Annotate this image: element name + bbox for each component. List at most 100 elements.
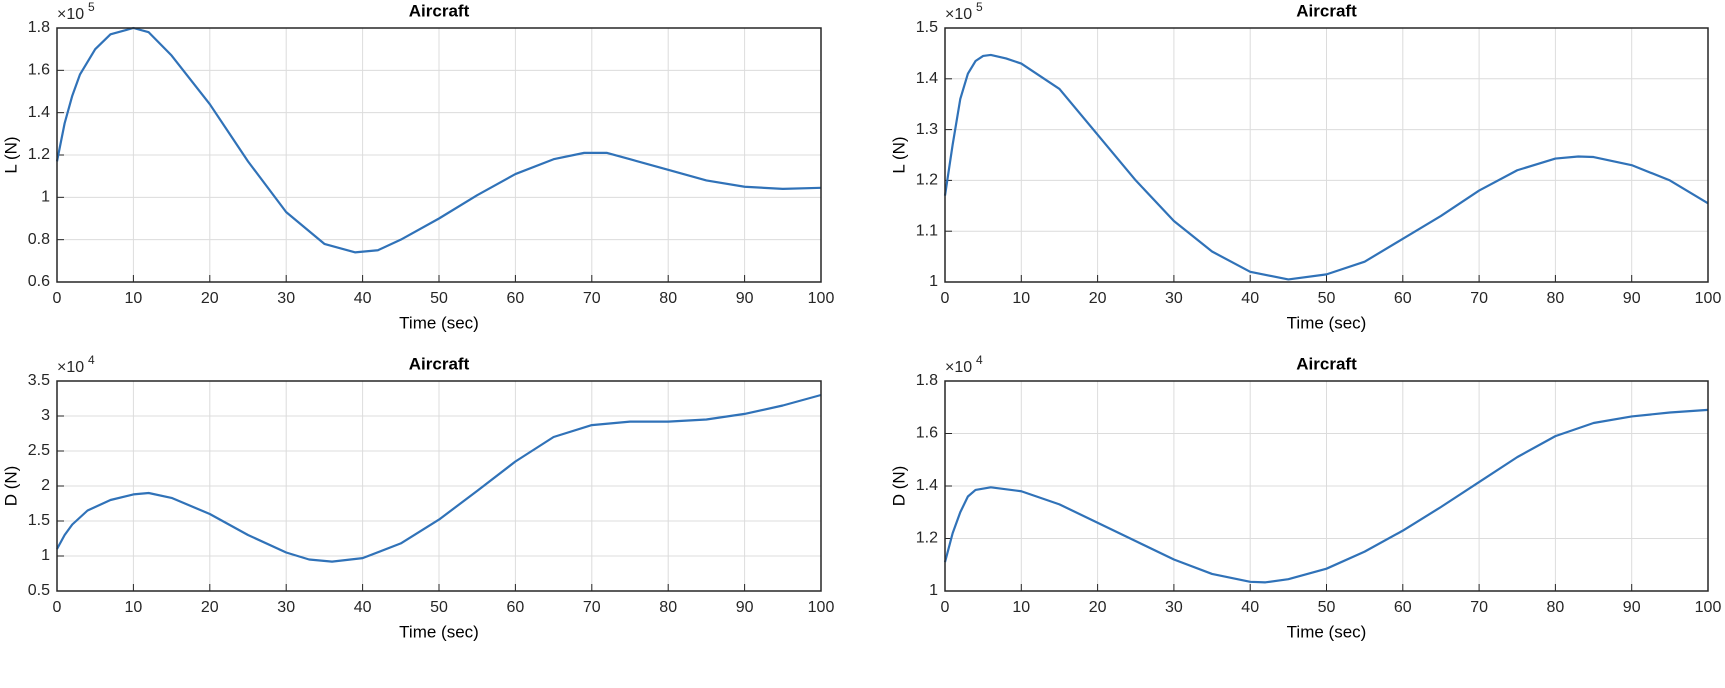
x-tick-label: 90 (736, 599, 754, 616)
x-tick-label: 70 (1470, 599, 1488, 616)
y-tick-label: 1 (41, 547, 50, 564)
x-tick-label: 50 (430, 290, 448, 307)
x-tick-label: 20 (201, 599, 219, 616)
x-tick-label: 80 (1547, 599, 1565, 616)
x-tick-label: 30 (277, 290, 295, 307)
chart-title: Aircraft (409, 354, 470, 373)
axes-box (944, 27, 1709, 283)
x-tick-label: 100 (808, 290, 835, 307)
data-line (56, 393, 822, 563)
y-tick-label: 1.1 (916, 222, 938, 239)
subplot: 0 10 20 30 40 50 60 70 80 90 100 0.5 1 1.5 2 2.5 3 3.5 Air… (1, 353, 834, 641)
x-axis-label: Time (sec) (399, 313, 479, 332)
x-tick-label: 40 (1241, 290, 1259, 307)
x-tick-label: 20 (1089, 599, 1107, 616)
x-tick-label: 20 (1089, 290, 1107, 307)
x-tick-label: 70 (583, 599, 601, 616)
y-tick-label: 0.8 (28, 231, 50, 248)
y-tick-label: 1 (929, 582, 938, 599)
x-tick-label: 80 (1547, 290, 1565, 307)
y-tick-label: 3 (41, 407, 50, 424)
y-tick-label: 1.8 (916, 372, 938, 389)
x-tick-label: 40 (354, 599, 372, 616)
y-tick-label: 1.5 (916, 19, 938, 36)
data-line (55, 26, 822, 254)
y-tick-label: 1.8 (28, 19, 50, 36)
y-tick-label: 0.6 (28, 273, 50, 290)
x-tick-label: 50 (1318, 599, 1336, 616)
x-tick-label: 0 (53, 599, 62, 616)
x-tick-label: 60 (507, 599, 525, 616)
y-tick-label: 1.2 (916, 530, 938, 547)
x-tick-label: 100 (1695, 290, 1722, 307)
y-tick-label: 1.4 (28, 104, 50, 121)
y-multiplier: ×10 (57, 359, 84, 376)
y-exponent: 4 (976, 353, 983, 367)
y-tick-label: 1 (929, 273, 938, 290)
y-tick-label: 1.6 (28, 62, 50, 79)
x-tick-label: 20 (201, 290, 219, 307)
x-tick-label: 0 (53, 290, 62, 307)
x-tick-label: 30 (1165, 599, 1183, 616)
x-tick-label: 10 (1012, 290, 1030, 307)
y-multiplier: ×10 (945, 359, 972, 376)
y-axis-label: L (N) (889, 136, 908, 173)
y-tick-label: 1.4 (916, 70, 938, 87)
x-tick-label: 40 (1241, 599, 1259, 616)
data-line (943, 408, 1709, 584)
x-tick-label: 80 (659, 599, 677, 616)
y-axis-label: D (N) (1, 466, 20, 507)
x-tick-label: 60 (1394, 290, 1412, 307)
x-tick-label: 60 (507, 290, 525, 307)
x-tick-label: 40 (354, 290, 372, 307)
chart-title: Aircraft (1296, 354, 1357, 373)
x-axis-label: Time (sec) (1287, 622, 1367, 641)
subplot: 0 10 20 30 40 50 60 70 80 90 100 1 1.1 1.2 1.3 1.4 1.5 Ai… (889, 0, 1721, 332)
x-tick-label: 10 (125, 599, 143, 616)
x-tick-label: 0 (941, 290, 950, 307)
chart-title: Aircraft (1296, 1, 1357, 20)
y-tick-label: 1.2 (28, 146, 50, 163)
y-exponent: 5 (88, 0, 95, 14)
y-tick-label: 1.5 (28, 512, 50, 529)
y-tick-label: 2 (41, 477, 50, 494)
x-tick-label: 100 (1695, 599, 1722, 616)
x-tick-label: 10 (125, 290, 143, 307)
x-tick-label: 100 (808, 599, 835, 616)
y-multiplier: ×10 (57, 6, 84, 23)
x-tick-label: 0 (941, 599, 950, 616)
y-tick-label: 1.4 (916, 477, 938, 494)
y-tick-label: 1.2 (916, 172, 938, 189)
y-tick-label: 3.5 (28, 372, 50, 389)
x-tick-label: 90 (736, 290, 754, 307)
y-tick-label: 1 (41, 189, 50, 206)
y-tick-label: 1.3 (916, 121, 938, 138)
y-exponent: 4 (88, 353, 95, 367)
x-tick-label: 50 (430, 599, 448, 616)
y-tick-label: 1.6 (916, 425, 938, 442)
axes-box (944, 380, 1709, 592)
x-tick-label: 30 (277, 599, 295, 616)
x-tick-label: 70 (583, 290, 601, 307)
y-axis-label: L (N) (1, 136, 20, 173)
y-tick-label: 0.5 (28, 582, 50, 599)
x-tick-label: 30 (1165, 290, 1183, 307)
x-tick-label: 80 (659, 290, 677, 307)
data-line (943, 53, 1709, 281)
subplot: 0 10 20 30 40 50 60 70 80 90 100 1 1.2 1.4 1.6 1.8 Aircr… (889, 353, 1721, 641)
x-tick-label: 50 (1318, 290, 1336, 307)
x-axis-label: Time (sec) (1287, 313, 1367, 332)
axes-box (56, 380, 822, 592)
y-axis-label: D (N) (889, 466, 908, 507)
x-tick-label: 10 (1012, 599, 1030, 616)
x-tick-label: 60 (1394, 599, 1412, 616)
axes-box (56, 27, 822, 283)
y-multiplier: ×10 (945, 6, 972, 23)
x-tick-label: 90 (1623, 290, 1641, 307)
y-exponent: 5 (976, 0, 983, 14)
x-tick-label: 90 (1623, 599, 1641, 616)
y-tick-label: 2.5 (28, 442, 50, 459)
chart-title: Aircraft (409, 1, 470, 20)
subplot: 0 10 20 30 40 50 60 70 80 90 100 0.6 0.8 1 1.2 1.4 1.6 1.… (1, 0, 834, 332)
